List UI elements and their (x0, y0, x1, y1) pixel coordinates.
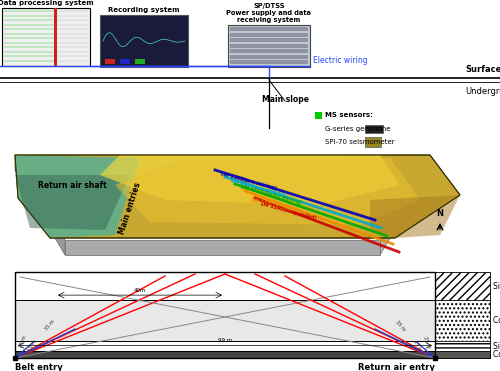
Text: Main entries: Main entries (118, 181, 142, 235)
Text: G-series geophone: G-series geophone (325, 126, 390, 132)
Bar (230, 33, 308, 36)
Text: Surface: Surface (465, 65, 500, 74)
Text: 35 m: 35 m (44, 319, 56, 332)
Bar (228, 25, 310, 67)
Text: LW 1103(being mining): LW 1103(being mining) (240, 184, 303, 206)
Bar (135, 59, 145, 64)
Bar (230, 43, 308, 47)
Bar (435, 351, 490, 358)
Bar (230, 38, 308, 42)
Text: Coal seam: 4.5 m: Coal seam: 4.5 m (493, 350, 500, 359)
Text: 35 m: 35 m (394, 319, 406, 332)
Text: LW 1101(mined): LW 1101(mined) (250, 197, 294, 213)
Bar (230, 27, 308, 31)
Polygon shape (15, 155, 460, 238)
Text: 40m: 40m (134, 288, 146, 293)
Text: 15 m: 15 m (28, 339, 38, 353)
Text: Siltstone: 5.5 m: Siltstone: 5.5 m (493, 342, 500, 351)
Text: Main slope: Main slope (262, 95, 309, 105)
Polygon shape (15, 155, 140, 238)
Bar (435, 300, 490, 341)
Text: 99 m: 99 m (218, 338, 232, 344)
Polygon shape (115, 158, 420, 225)
Text: MS sensors:: MS sensors: (325, 112, 373, 118)
Bar (230, 60, 308, 64)
Text: Siltstone: 17.0 m: Siltstone: 17.0 m (493, 282, 500, 290)
Bar (100, 15, 188, 67)
Text: Recording system: Recording system (108, 7, 180, 13)
Polygon shape (15, 155, 65, 255)
Text: SP/DTSS
Power supply and data
receiving system: SP/DTSS Power supply and data receiving … (226, 3, 312, 23)
Polygon shape (15, 175, 130, 230)
Polygon shape (65, 240, 380, 255)
Text: N: N (436, 209, 444, 218)
Bar (365, 125, 383, 133)
Text: 25 m: 25 m (422, 335, 432, 349)
Bar (15, 272, 435, 300)
Polygon shape (370, 195, 460, 238)
Text: LW 1104(pre-mining): LW 1104(pre-mining) (230, 178, 287, 198)
Text: Return air shaft: Return air shaft (38, 181, 106, 190)
Bar (105, 59, 115, 64)
Text: Conglomerate: 25.0 m: Conglomerate: 25.0 m (493, 316, 500, 325)
Bar (435, 341, 490, 351)
Bar (15, 272, 435, 358)
Bar (230, 49, 308, 53)
Bar (315, 112, 322, 119)
Bar (230, 55, 308, 59)
Text: Electric wiring: Electric wiring (313, 56, 368, 65)
Bar (120, 59, 130, 64)
Text: LW 1102(suspended): LW 1102(suspended) (260, 201, 317, 221)
Bar (15, 341, 435, 351)
Text: 15 m: 15 m (412, 339, 422, 353)
Text: Underground: Underground (465, 87, 500, 96)
Text: 25 m: 25 m (18, 335, 28, 349)
Bar (435, 272, 490, 358)
Bar (435, 272, 490, 300)
Bar (15, 300, 435, 341)
Bar (2, 8, 90, 66)
Text: Data processing system: Data processing system (0, 0, 94, 6)
Polygon shape (100, 155, 400, 205)
Bar (15, 351, 435, 358)
Polygon shape (380, 155, 430, 255)
Text: Belt entry: Belt entry (15, 363, 63, 371)
Text: Return air entry: Return air entry (358, 363, 435, 371)
Bar (54, 8, 57, 66)
Text: LW 1105(pre-mining): LW 1105(pre-mining) (220, 171, 277, 191)
Bar (365, 137, 381, 147)
Text: SPI-70 seismometer: SPI-70 seismometer (325, 139, 394, 145)
